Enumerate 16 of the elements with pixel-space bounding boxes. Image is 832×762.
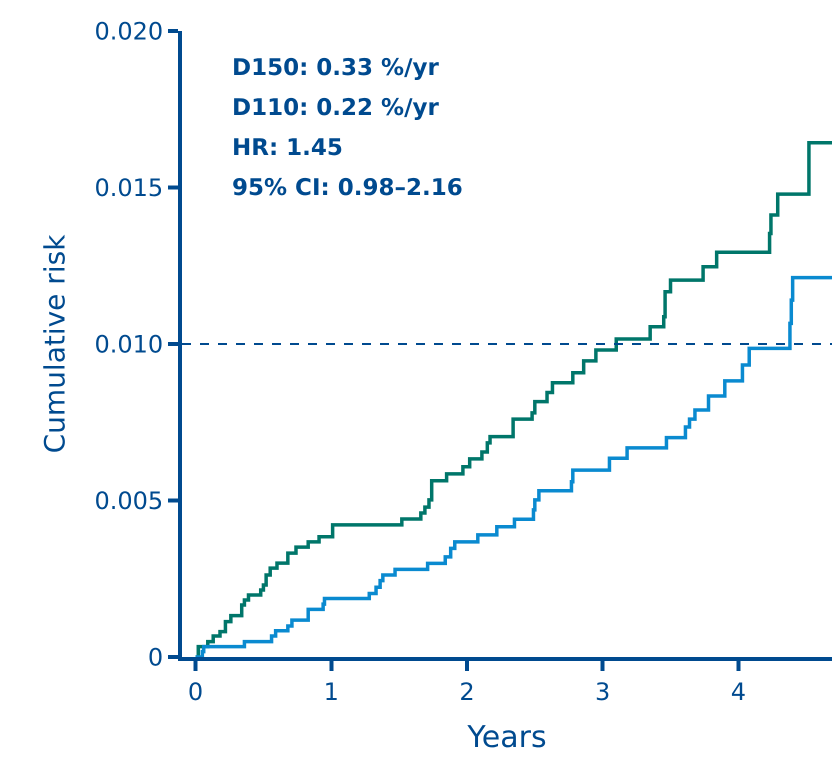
annotation: 95% CI: 0.98–2.16 — [232, 175, 463, 201]
x-axis-title: Years — [466, 720, 547, 755]
y-tick-label: 0.005 — [94, 486, 164, 515]
x-tick-label: 2 — [459, 678, 475, 706]
annotation: HR: 1.45 — [232, 135, 343, 161]
annotation: D110: 0.22 %/yr — [232, 95, 440, 121]
x-tick-label: 3 — [595, 678, 610, 706]
x-tick-label: 4 — [730, 678, 746, 706]
y-tick-label: 0 — [148, 643, 164, 672]
x-tick-label: 0 — [188, 678, 204, 706]
annotation: D150: 0.33 %/yr — [232, 55, 440, 81]
y-tick-label: 0.010 — [94, 330, 164, 358]
x-tick-label: 1 — [324, 678, 339, 706]
y-tick-label: 0.015 — [94, 174, 164, 202]
y-axis-title: Cumulative risk — [38, 234, 72, 454]
y-tick-label: 0.020 — [94, 17, 164, 46]
